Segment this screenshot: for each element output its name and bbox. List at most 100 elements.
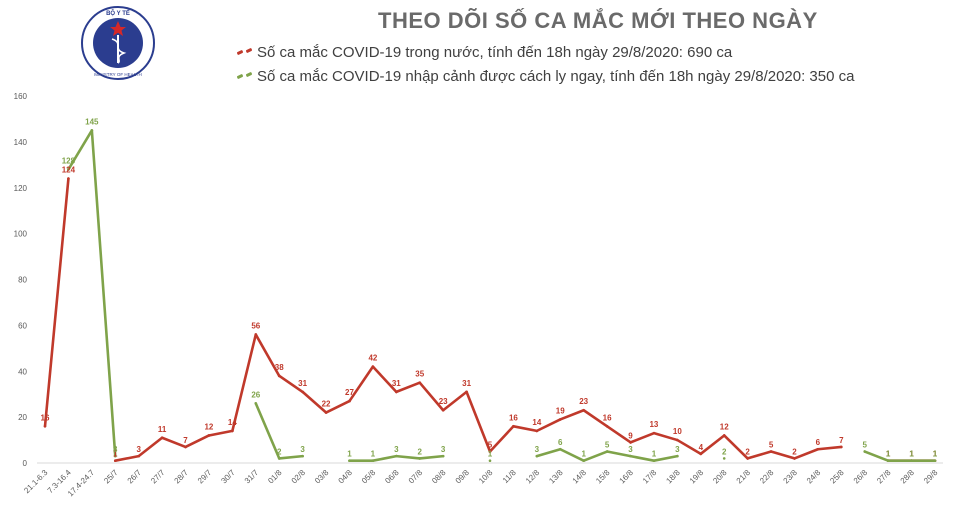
- data-label: 3: [675, 445, 680, 454]
- data-point: [722, 434, 726, 437]
- series-segment: [67, 129, 94, 171]
- legend-item-domestic: Số ca mắc COVID-19 trong nước, tính đến …: [236, 40, 854, 64]
- data-label: 1: [909, 450, 914, 459]
- legend-label-domestic: Số ca mắc COVID-19 trong nước, tính đến …: [257, 43, 733, 61]
- series-segment: [488, 424, 515, 453]
- data-point: [722, 457, 726, 460]
- x-tick-label: 07/8: [407, 468, 425, 486]
- chart-title: THEO DÕI SỐ CA MẮC MỚI THEO NGÀY: [378, 8, 818, 33]
- data-label: 3: [628, 445, 633, 454]
- series-segment: [418, 381, 445, 412]
- data-point: [629, 454, 632, 458]
- series-segment: [863, 450, 890, 463]
- x-tick-label: 30/7: [219, 468, 237, 486]
- data-point: [418, 457, 422, 460]
- data-point: [512, 425, 515, 428]
- data-label: 3: [441, 445, 446, 454]
- data-label: 27: [345, 388, 354, 397]
- data-label: 31: [298, 379, 307, 388]
- x-tick-label: 02/8: [290, 468, 308, 486]
- data-point: [441, 408, 445, 412]
- data-label: 14: [228, 418, 237, 427]
- x-tick-label: 10/8: [477, 468, 495, 486]
- data-label: 2: [722, 447, 727, 456]
- series-segment: [535, 418, 562, 433]
- legend-item-imported: Số ca mắc COVID-19 nhập cảnh được cách l…: [236, 64, 854, 88]
- series-segment: [395, 454, 422, 460]
- data-point: [301, 454, 304, 458]
- data-label: 3: [113, 445, 118, 454]
- x-tick-label: 28/7: [173, 468, 191, 486]
- logo-bottom-text: MINISTRY OF HEALTH: [94, 72, 142, 77]
- data-label: 1: [652, 450, 657, 459]
- data-point: [348, 399, 351, 403]
- data-point: [886, 459, 890, 463]
- data-label: 16: [603, 413, 612, 422]
- data-point: [324, 411, 328, 414]
- data-point: [90, 129, 94, 132]
- series-segment: [348, 365, 375, 403]
- series-segment: [231, 333, 258, 433]
- series-imported: [67, 129, 937, 463]
- series-segment: [769, 450, 796, 460]
- data-label: 31: [392, 379, 401, 388]
- x-tick-label: 06/8: [383, 468, 401, 486]
- data-label: 23: [579, 397, 588, 406]
- y-tick-label: 60: [18, 321, 27, 330]
- data-label: 2: [792, 447, 797, 456]
- series-segment: [605, 450, 632, 458]
- data-point: [301, 390, 304, 394]
- data-point: [43, 425, 47, 428]
- data-label: 16: [509, 413, 518, 422]
- x-tick-label: 12/8: [524, 468, 542, 486]
- data-point: [277, 457, 281, 460]
- data-point: [582, 459, 585, 463]
- data-label: 1: [909, 450, 914, 459]
- data-label: 1: [933, 450, 938, 459]
- data-label: 56: [251, 322, 260, 331]
- y-tick-label: 0: [23, 459, 28, 468]
- x-tick-label: 25/8: [828, 468, 846, 486]
- x-tick-label: 20/8: [711, 468, 729, 486]
- legend-label-imported: Số ca mắc COVID-19 nhập cảnh được cách l…: [257, 67, 855, 85]
- legend-swatch-domestic: [236, 44, 254, 60]
- data-point: [488, 459, 492, 463]
- data-label: 7: [183, 436, 188, 445]
- data-label-layer: 1612413117121456383122274231352331516141…: [41, 117, 938, 458]
- y-tick-label: 120: [14, 184, 28, 193]
- data-label: 3: [300, 445, 305, 454]
- data-point: [652, 459, 656, 463]
- data-label: 3: [136, 445, 141, 454]
- data-label: 38: [275, 363, 284, 372]
- series-segment: [395, 381, 422, 394]
- x-tick-label: 05/8: [360, 468, 378, 486]
- series-segment: [371, 454, 398, 463]
- y-tick-label: 80: [18, 276, 27, 285]
- series-segment: [558, 408, 585, 421]
- x-tick-label: 22/8: [758, 468, 776, 486]
- data-point: [816, 447, 820, 451]
- series-segment: [699, 434, 726, 456]
- data-label: 1: [886, 450, 891, 459]
- data-point: [746, 457, 749, 460]
- data-point: [371, 459, 375, 463]
- series-segment: [113, 454, 140, 463]
- series-segment: [535, 447, 562, 458]
- data-point: [254, 333, 258, 336]
- axis-layer: 02040608010012014016021.1-6.37.3-16.417.…: [14, 92, 943, 498]
- data-point: [910, 459, 913, 463]
- series-segment: [746, 450, 773, 460]
- x-tick-label: 29/8: [922, 468, 940, 486]
- data-point: [113, 459, 117, 463]
- data-label: 145: [85, 117, 99, 126]
- x-tick-label: 17/8: [641, 468, 659, 486]
- series-segment: [254, 333, 281, 378]
- ministry-logo: BỘ Y TẾ MINISTRY OF HEALTH: [81, 6, 155, 80]
- data-point: [652, 431, 656, 435]
- data-point: [395, 390, 398, 394]
- x-tick-label: 19/8: [688, 468, 706, 486]
- series-segment: [793, 447, 820, 460]
- series-segment: [371, 365, 398, 394]
- data-label: 13: [649, 420, 658, 429]
- x-tick-label: 13/8: [547, 468, 565, 486]
